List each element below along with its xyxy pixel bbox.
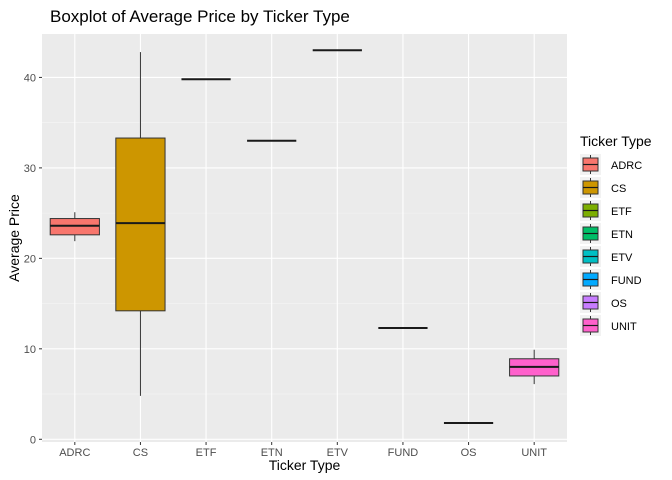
box-adrc (49, 212, 100, 242)
legend-item-etv: ETV (580, 246, 633, 267)
legend-label: ETF (611, 206, 632, 218)
legend-item-fund: FUND (580, 269, 642, 290)
legend-item-cs: CS (580, 177, 626, 198)
legend-label: FUND (611, 275, 642, 287)
legend-title: Ticker Type (580, 133, 652, 149)
x-tick-label: ETV (327, 447, 349, 459)
x-tick-label: CS (133, 447, 148, 459)
x-axis: ADRC CS ETF ETN ETV FUND OS UNIT (59, 442, 547, 459)
x-tick-label: OS (461, 447, 477, 459)
x-tick-label: FUND (388, 447, 419, 459)
legend-item-etn: ETN (580, 223, 633, 244)
iqr-box (115, 137, 166, 312)
legend-label: CS (611, 183, 626, 195)
box-unit (509, 349, 560, 385)
y-tick-label: 0 (30, 434, 36, 446)
x-tick-label: ETN (261, 447, 283, 459)
legend-item-unit: UNIT (580, 315, 637, 336)
y-tick-label: 20 (24, 253, 36, 265)
legend-item-adrc: ADRC (580, 154, 642, 175)
legend-item-etf: ETF (580, 200, 632, 221)
chart-title: Boxplot of Average Price by Ticker Type (50, 7, 350, 26)
y-tick-label: 30 (24, 163, 36, 175)
x-tick-label: ADRC (59, 447, 90, 459)
y-axis-title: Average Price (6, 194, 22, 282)
boxes-layer (49, 49, 560, 425)
y-axis: 0 10 20 30 40 (24, 72, 42, 446)
legend-label: ADRC (611, 160, 642, 172)
legend-label: ETN (611, 229, 633, 241)
legend: Ticker Type ADRC CS ETF ETN ETV FUND OS UNIT (580, 133, 652, 336)
box-cs (115, 52, 166, 396)
legend-item-os: OS (580, 292, 627, 313)
legend-label: OS (611, 298, 627, 310)
x-tick-label: ETF (196, 447, 217, 459)
y-tick-label: 10 (24, 344, 36, 356)
x-tick-label: UNIT (521, 447, 547, 459)
legend-label: ETV (611, 252, 633, 264)
legend-label: UNIT (611, 321, 637, 333)
x-axis-title: Ticker Type (269, 457, 341, 473)
y-tick-label: 40 (24, 72, 36, 84)
